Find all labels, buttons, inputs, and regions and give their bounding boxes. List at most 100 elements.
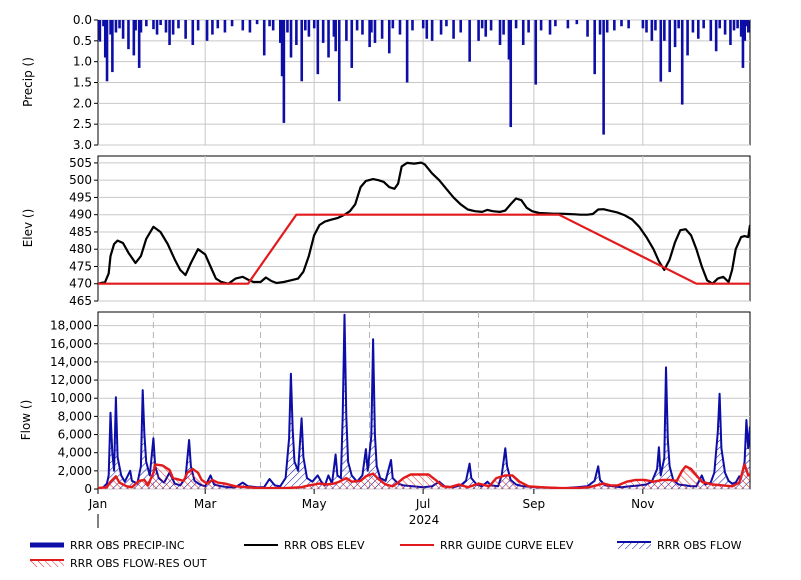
x-axis: 2024 Jan Mar May Jul Sep Nov: [88, 489, 655, 528]
legend-item: RRR OBS PRECIP-INC: [30, 539, 185, 552]
elev-gridlines: [98, 156, 750, 302]
flow-tick-label: 10,000: [50, 391, 92, 405]
precip-bar: [255, 20, 259, 25]
precip-bar: [489, 20, 493, 31]
precip-bar: [132, 20, 136, 56]
precip-bar: [509, 20, 513, 128]
precip-bar: [368, 20, 371, 48]
precip-bar: [539, 20, 543, 31]
flow-tick-label: 6,000: [58, 428, 92, 442]
precip-bars: [98, 20, 750, 135]
elev-panel: 465 470 475 480 485 490 495 500 505 Elev (): [21, 155, 751, 308]
legend-item: RRR OBS FLOW-RES OUT: [30, 557, 207, 570]
precip-bar: [736, 20, 739, 29]
precip-bar: [659, 20, 663, 82]
precip-bar: [159, 20, 162, 25]
flow-panel: 0 2,000 4,000 6,000 8,000 10,000 12,000 14,000 1…: [19, 311, 751, 496]
precip-bar: [439, 20, 443, 35]
precip-bar: [507, 20, 511, 60]
precip-bar: [477, 20, 480, 41]
precip-bar: [280, 20, 284, 77]
flow-tick-label: 18,000: [50, 319, 92, 333]
flow-tick-label: 12,000: [50, 373, 92, 387]
guide-curve-line: [98, 213, 750, 285]
precip-bar: [743, 20, 747, 41]
legend-swatch: [617, 542, 651, 549]
flow-gridlines: [98, 312, 750, 490]
precip-bar: [127, 20, 130, 50]
precip-bar: [268, 20, 271, 27]
precip-bar: [241, 20, 245, 31]
precip-bar: [321, 20, 325, 43]
precip-bar: [723, 20, 727, 35]
precip-bar: [718, 20, 722, 29]
precip-bar: [548, 20, 552, 35]
precip-tick-label: 2.5: [73, 117, 92, 131]
flow-tick-label: 16,000: [50, 337, 92, 351]
precip-tick-label: 0.0: [73, 13, 92, 27]
precip-bar: [484, 20, 488, 37]
precip-bar: [332, 20, 336, 37]
precip-bar: [361, 20, 364, 35]
precip-bar: [279, 20, 282, 43]
precip-bar: [673, 20, 677, 48]
precip-bar: [307, 20, 311, 37]
precip-y-axis-label: Precip (): [21, 57, 35, 107]
precip-bar: [598, 20, 602, 35]
precip-bar: [593, 20, 596, 75]
precip-bar: [586, 20, 589, 37]
precip-tick-label: 3.0: [73, 138, 92, 152]
precip-bar: [155, 20, 159, 35]
precip-bar: [641, 20, 645, 29]
precip-bar: [98, 20, 102, 42]
precip-bar: [345, 20, 348, 41]
x-tick-label: Mar: [194, 497, 217, 511]
precip-bar: [196, 20, 200, 31]
precip-bar: [502, 20, 505, 35]
precip-bar: [184, 20, 187, 39]
precip-bar: [554, 20, 557, 27]
precip-bar: [171, 20, 175, 35]
precip-bar: [134, 20, 137, 31]
precip-bar: [691, 20, 695, 33]
precip-bar: [445, 20, 448, 27]
flow-y-ticks: 0 2,000 4,000 6,000 8,000 10,000 12,000 14,000 1…: [50, 319, 98, 496]
precip-bar: [286, 20, 289, 33]
elev-y-ticks: 465 470 475 480 485 490 495 500 505: [69, 156, 98, 308]
precip-bar: [289, 20, 293, 58]
precip-bar: [680, 20, 684, 105]
precip-bar: [102, 20, 105, 27]
precip-bar: [370, 20, 373, 33]
precip-bar: [452, 20, 455, 39]
precip-bar: [747, 20, 750, 33]
precip-bar: [686, 20, 689, 56]
precip-bar: [602, 20, 605, 135]
precip-tick-label: 0.5: [73, 34, 92, 48]
flow-tick-label: 4,000: [58, 446, 92, 460]
precip-bar: [739, 20, 743, 37]
precip-bar: [152, 20, 155, 30]
precip-bar: [355, 20, 359, 31]
legend-item: RRR GUIDE CURVE ELEV: [400, 539, 574, 552]
precip-bar: [613, 20, 616, 31]
precip-bar: [398, 20, 402, 35]
precip-bar: [205, 20, 209, 41]
elev-y-axis-label: Elev (): [21, 209, 35, 248]
precip-bar: [732, 20, 736, 31]
precip-bar: [430, 20, 434, 41]
elev-tick-label: 505: [69, 156, 92, 170]
precip-panel: 0.0 0.5 1.0 1.5 2.0 2.5 3.0 Precip (): [21, 13, 751, 152]
x-tick-label: Nov: [631, 497, 654, 511]
precip-bar: [605, 20, 609, 33]
elev-tick-label: 485: [69, 225, 92, 239]
elev-tick-label: 490: [69, 208, 92, 222]
flow-y-axis-label: Flow (): [19, 400, 33, 441]
flow-tick-label: 2,000: [58, 464, 92, 478]
precip-tick-label: 1.0: [73, 55, 92, 69]
precip-bar: [350, 20, 354, 68]
precip-bar: [248, 20, 252, 33]
obs-elev-line: [98, 161, 750, 285]
precip-bar: [741, 20, 745, 68]
precip-bar: [714, 20, 718, 52]
precip-bar: [295, 20, 298, 45]
